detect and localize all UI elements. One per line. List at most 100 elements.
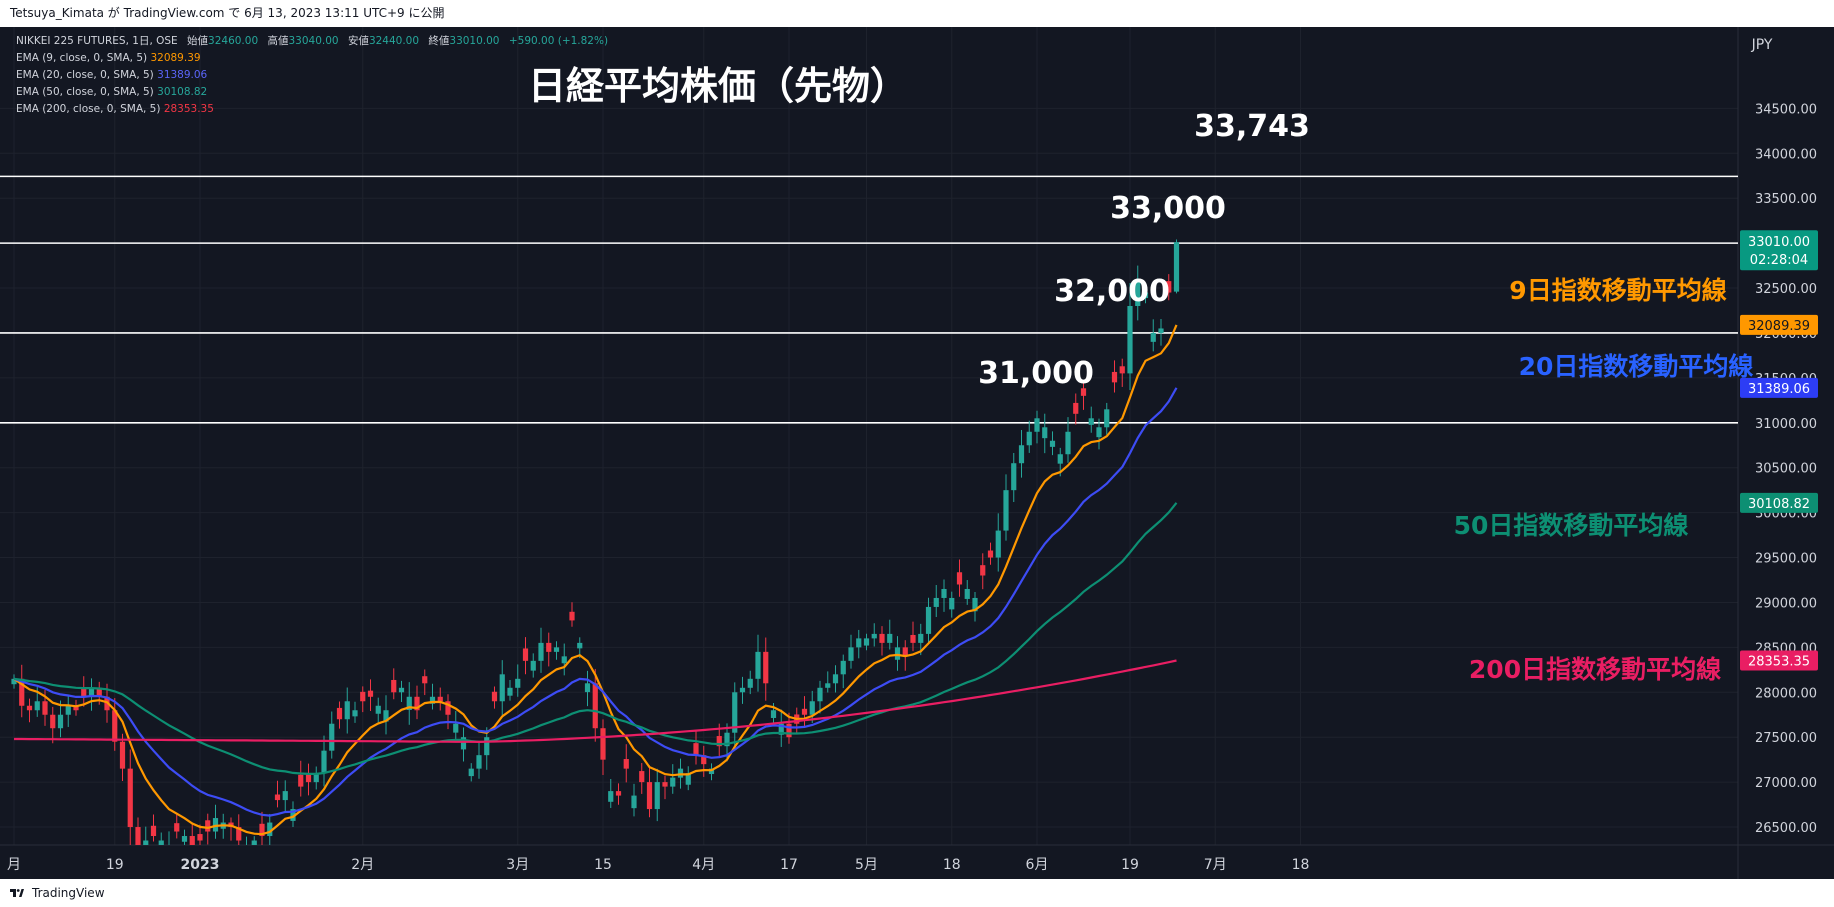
y-tick-label: 31000.00 [1755,417,1817,432]
candle-body [933,597,939,607]
ema-label: EMA (50, close, 0, SMA, 5) [16,86,154,98]
candle-body [786,723,792,738]
ema-value: 28353.35 [163,103,214,115]
candle-body [1042,427,1048,439]
candle-body [918,633,924,643]
candle-body [747,678,753,688]
level-label: 33,000 [1110,191,1226,226]
candle-body [429,696,436,704]
candle-body [832,674,839,684]
ema-annotation: 200日指数移動平均線 [1469,655,1721,684]
candle-body [158,840,164,845]
high-label: 高値 [267,35,289,47]
candle-body [1003,490,1009,531]
high-value: 33040.00 [288,35,339,47]
candle-body [925,606,932,634]
candle-body [693,743,699,756]
publisher-line: Tetsuya_Kimata が TradingView.com で 6月 13… [10,6,445,20]
candle-body [96,687,102,697]
ema-9-price-tag-bg [1740,314,1818,335]
candle-body [530,660,536,671]
ema-label: EMA (200, close, 0, SMA, 5) [16,103,161,115]
candle-body [321,750,327,774]
ema-200-price-tag: 28353.35 [1748,655,1810,670]
candle-body [282,791,288,801]
candle-body [197,834,203,841]
ema-line-50 [13,502,1178,775]
ema-row[interactable]: EMA (50, close, 0, SMA, 5) 30108.82 [16,84,608,101]
last-price-tag: 33010.00 [1748,235,1810,250]
candle-body [437,696,443,702]
candle-body [65,705,71,715]
y-tick-label: 30500.00 [1755,462,1817,477]
candle-body [34,701,40,711]
ema-row[interactable]: EMA (20, close, 0, SMA, 5) 31389.06 [16,67,608,84]
close-value: 33010.00 [449,35,500,47]
close-label: 終値 [428,35,450,47]
ema-line-9 [13,324,1178,836]
open-label: 始値 [187,35,209,47]
candle-body [863,638,870,646]
candle-body [313,773,319,783]
ema-row[interactable]: EMA (200, close, 0, SMA, 5) 28353.35 [16,101,608,118]
candle-body [1065,431,1071,455]
candle-body [1158,328,1164,333]
candle-body [608,791,614,802]
candle-body [1166,281,1172,293]
y-tick-label: 29500.00 [1755,552,1817,567]
publisher-header: Tetsuya_Kimata が TradingView.com で 6月 13… [0,0,1834,27]
level-label: 33,743 [1194,109,1310,144]
y-tick-label: 27000.00 [1755,776,1817,791]
candle-body [1127,306,1133,374]
candle-body [19,678,25,706]
candle-body [1049,440,1056,447]
ema-20-price-tag-bg [1740,377,1818,398]
footer-brand[interactable]: TradingView [32,886,105,900]
x-tick-label: 3月 [506,857,529,873]
symbol-name[interactable]: NIKKEI 225 FUTURES, 1日, OSE [16,35,178,47]
x-tick-label: 19 [1121,857,1139,873]
candle-body [398,687,405,693]
candle-body [11,678,17,685]
candle-body [856,638,862,648]
candle-body [1073,402,1079,414]
candle-body [81,688,87,697]
tradingview-logo-icon[interactable] [10,886,24,900]
candle-body [871,633,877,639]
candle-body [538,642,544,661]
candle-body [344,701,350,720]
candle-body [135,827,141,845]
chart-area[interactable]: 日経平均株価（先物） 33,743 33,000 32,000 31,000 9日指数移動… [0,27,1834,879]
y-tick-label: 32500.00 [1755,282,1817,297]
ema-row[interactable]: EMA (9, close, 0, SMA, 5) 32089.39 [16,50,608,67]
symbol-line[interactable]: NIKKEI 225 FUTURES, 1日, OSE 始値32460.00 高… [16,33,608,50]
ema-label: EMA (20, close, 0, SMA, 5) [16,69,154,81]
candle-body [894,647,901,660]
price-chart[interactable]: 日経平均株価（先物） 33,743 33,000 32,000 31,000 9日指数移動… [0,27,1834,879]
ema-value: 30108.82 [157,86,208,98]
candle-body [515,678,521,688]
candle-body [600,728,606,760]
candle-body [88,687,95,697]
footer: TradingView [0,879,1834,907]
candle-body [127,768,133,828]
candle-body [476,755,482,769]
candle-body [987,550,994,558]
candle-body [375,705,381,714]
candle-body [592,683,598,729]
candle-body [972,597,978,612]
candle-body [329,723,335,751]
candle-body [677,768,684,778]
candle-body [274,794,281,801]
candle-body [367,690,374,697]
candle-body [708,768,715,775]
ema-line-20 [13,387,1178,817]
candle-body [980,565,986,576]
candle-body [763,651,769,684]
candle-body [910,634,916,643]
x-tick-label: 月 [7,857,21,873]
candle-body [956,572,963,585]
candle-body [561,656,567,664]
candle-body [305,773,312,783]
candle-body [848,647,854,661]
